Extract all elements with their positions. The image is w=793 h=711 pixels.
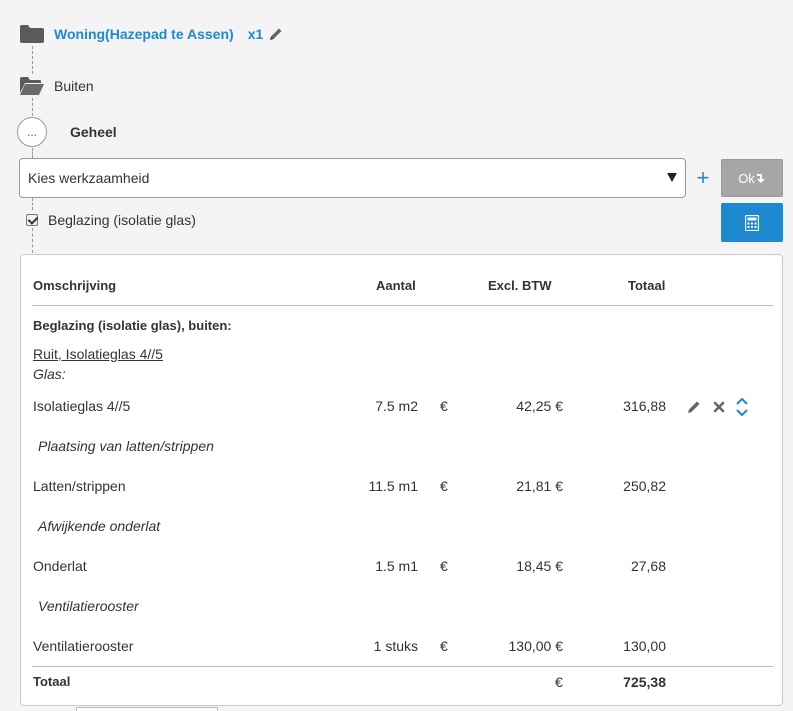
tree-connector — [32, 228, 33, 253]
add-button[interactable]: + — [696, 165, 710, 190]
row-total: 130,00 — [623, 638, 666, 654]
row-total: 27,68 — [630, 558, 666, 574]
tree-connector — [32, 198, 33, 210]
pencil-icon[interactable] — [687, 400, 701, 414]
row-total: 250,82 — [623, 478, 666, 494]
row-price: 21,81 € — [516, 478, 563, 494]
row-price: 42,25 € — [516, 398, 563, 414]
row-description: Latten/strippen — [33, 478, 126, 494]
row-currency: € — [440, 558, 448, 574]
activity-select-value: Kies werkzaamheid — [28, 170, 150, 186]
sub-category: Glas: — [33, 366, 66, 382]
header-divider — [32, 305, 773, 306]
row-note: Plaatsing van latten/strippen — [38, 438, 214, 454]
sub-item-link[interactable]: Ruit, Isolatieglas 4//5 — [33, 346, 163, 362]
header-excl-btw: Excl. BTW — [488, 278, 552, 293]
row-currency: € — [440, 638, 448, 654]
section-row: ... Geheel — [17, 117, 117, 147]
ok-button[interactable]: Ok — [721, 159, 783, 197]
tree-connector — [32, 148, 33, 158]
footer-divider — [32, 666, 773, 667]
footer-label: Totaal — [33, 674, 71, 689]
folder-icon — [20, 25, 44, 43]
row-quantity: 7.5 m2 — [375, 398, 418, 414]
row-quantity: 11.5 m1 — [368, 478, 418, 494]
header-omschrijving: Omschrijving — [33, 278, 117, 293]
ok-button-label: Ok — [738, 170, 755, 186]
row-description: Isolatieglas 4//5 — [33, 398, 131, 414]
activity-select[interactable]: Kies werkzaamheid — [19, 158, 686, 198]
tree-connector — [32, 98, 33, 116]
footer-currency: € — [555, 674, 563, 690]
more-options-button[interactable]: ... — [17, 117, 47, 147]
group-title: Beglazing (isolatie glas), buiten: — [33, 318, 232, 333]
row-price: 18,45 € — [516, 558, 563, 574]
header-aantal: Aantal — [376, 278, 416, 293]
item-checkbox[interactable] — [26, 214, 38, 226]
pencil-icon[interactable] — [269, 27, 283, 41]
row-total: 316,88 — [623, 398, 666, 414]
download-arrow-icon — [756, 173, 765, 183]
project-name-link[interactable]: Woning(Hazepad te Assen) — [54, 26, 234, 42]
project-quantity: x1 — [247, 26, 264, 42]
location-row: Buiten — [20, 75, 94, 97]
item-label: Beglazing (isolatie glas) — [48, 212, 196, 228]
row-price: 130,00 € — [508, 638, 564, 654]
header-totaal: Totaal — [628, 278, 666, 293]
location-label: Buiten — [54, 78, 94, 94]
tree-connector — [32, 46, 33, 74]
row-quantity: 1.5 m1 — [375, 558, 418, 574]
folder-open-icon — [20, 77, 44, 95]
row-currency: € — [440, 398, 448, 414]
item-checkbox-row: Beglazing (isolatie glas) — [26, 212, 196, 228]
row-currency: € — [440, 478, 448, 494]
calculator-button[interactable] — [721, 203, 783, 242]
calculator-icon — [745, 214, 759, 231]
section-label: Geheel — [70, 124, 117, 140]
row-note: Ventilatierooster — [38, 598, 139, 614]
row-description: Ventilatierooster — [33, 638, 134, 654]
project-row: Woning(Hazepad te Assen) x1 — [20, 22, 283, 46]
cost-table: Omschrijving Aantal Excl. BTW Totaal Beg… — [20, 254, 783, 706]
row-description: Onderlat — [33, 558, 87, 574]
bottom-tab[interactable] — [76, 707, 218, 711]
close-icon[interactable] — [713, 401, 725, 413]
dropdown-arrow-icon — [667, 173, 677, 182]
footer-total: 725,38 — [623, 674, 666, 690]
chevron-up-down-icon[interactable] — [735, 396, 749, 418]
row-note: Afwijkende onderlat — [38, 518, 161, 534]
row-quantity: 1 stuks — [373, 638, 418, 654]
